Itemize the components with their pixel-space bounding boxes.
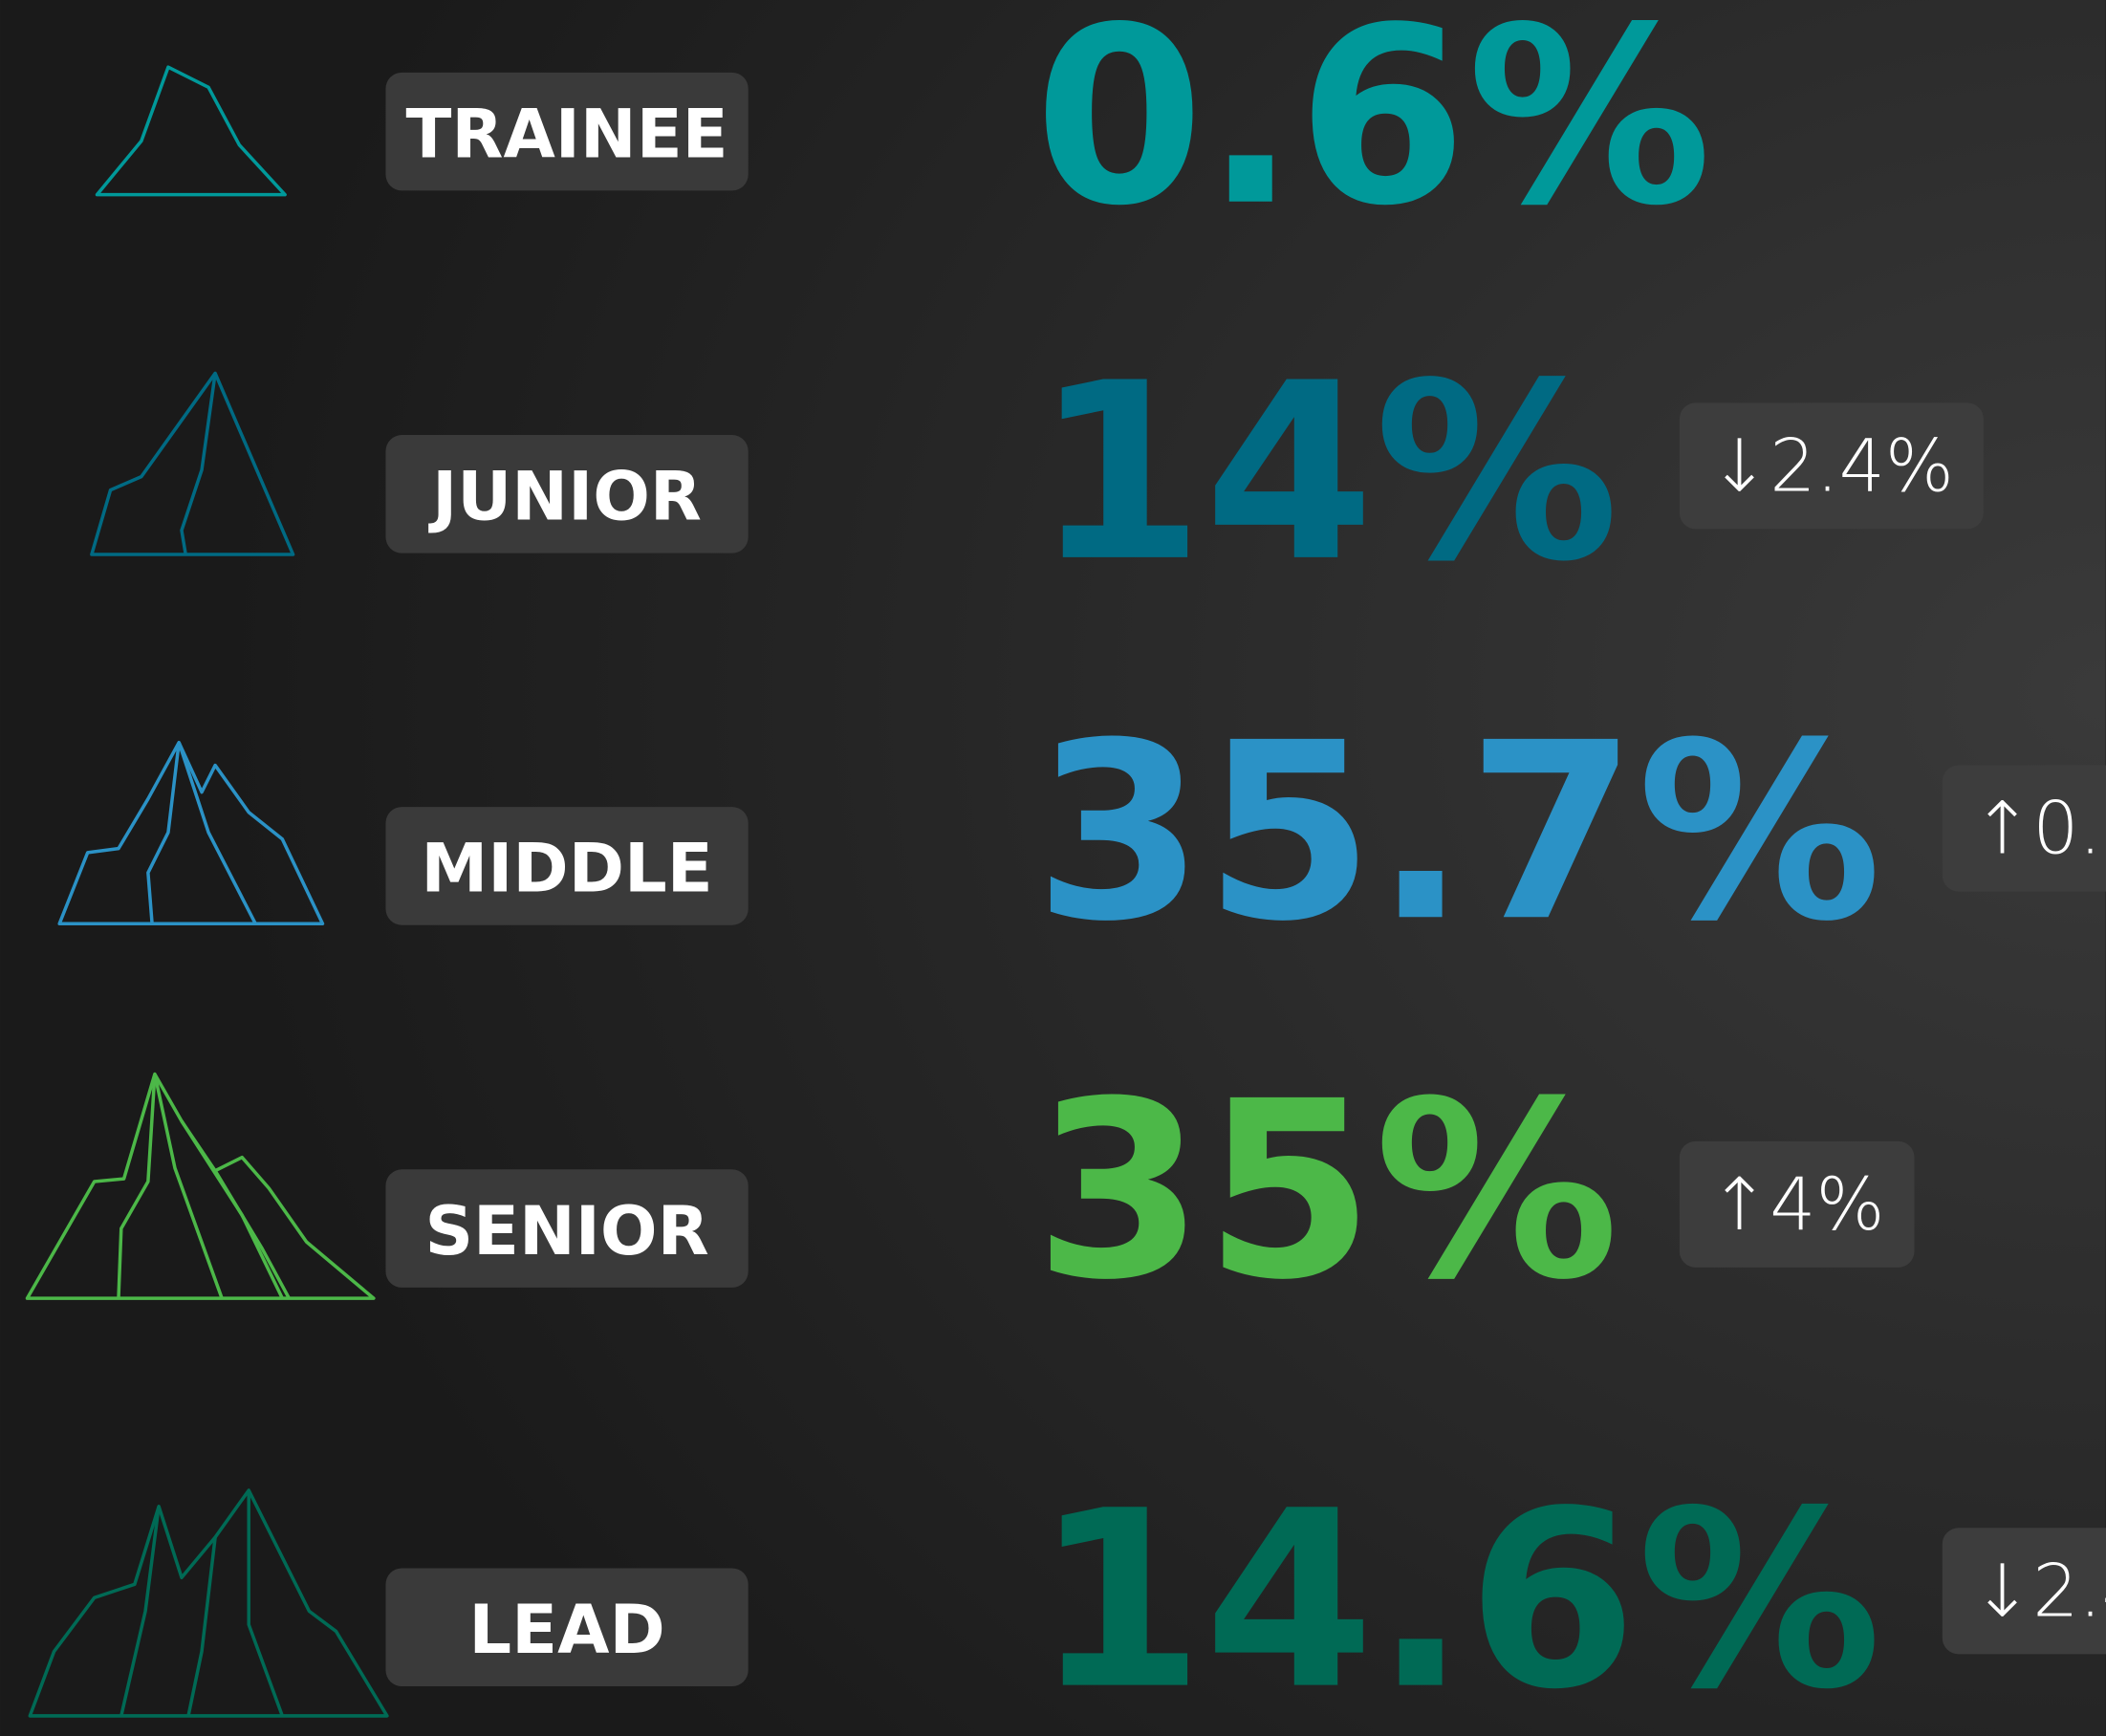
- mountain-icon: [90, 371, 295, 556]
- level-label: SENIOR: [424, 1192, 708, 1270]
- change-label: ↑4%: [1709, 1162, 1885, 1247]
- level-row: JUNIOR 14% ↓2.4%: [90, 332, 1984, 616]
- label-pill: [385, 435, 749, 553]
- percentage: 0.6%: [1034, 0, 1712, 260]
- icon-line: [177, 742, 257, 925]
- icon-line: [90, 371, 295, 556]
- change-pill: [1679, 402, 1984, 530]
- level-row: MIDDLE 35.7% ↑0.7%: [57, 691, 2106, 975]
- change-label: ↓2.4%: [1709, 423, 1954, 508]
- icon-line: [247, 1489, 284, 1717]
- label-pill: [385, 72, 749, 191]
- level-row: TRAINEE 0.6%: [95, 0, 1712, 260]
- label-pill: [385, 1568, 749, 1687]
- level-label: LEAD: [468, 1591, 664, 1669]
- percentage: 35%: [1034, 1050, 1619, 1334]
- percentage: 35.7%: [1034, 691, 1882, 975]
- level-label: JUNIOR: [428, 458, 702, 536]
- mountain-icon: [57, 740, 325, 926]
- change-pill: [1679, 1140, 1915, 1268]
- icon-line: [186, 1536, 217, 1717]
- level-label: MIDDLE: [421, 830, 712, 908]
- level-label: TRAINEE: [406, 95, 728, 173]
- icon-line: [95, 65, 287, 197]
- icon-line: [117, 1074, 157, 1299]
- label-pill: [385, 1169, 749, 1288]
- icon-line: [28, 1488, 389, 1718]
- icon-line: [57, 740, 325, 926]
- percentage: 14.6%: [1034, 1460, 1882, 1736]
- mountain-icon: [95, 65, 287, 197]
- level-row: SENIOR 35% ↑4%: [25, 1050, 1915, 1334]
- icon-line: [153, 1074, 224, 1299]
- change-pill: [1942, 1528, 2106, 1655]
- percentage: 14%: [1034, 332, 1619, 616]
- icon-line: [213, 1169, 291, 1299]
- change-label: ↑0.7%: [1972, 787, 2106, 871]
- change-label: ↓2.4%: [1972, 1549, 2106, 1633]
- level-row: LEAD 14.6% ↓2.4%: [28, 1460, 2106, 1736]
- icon-line: [146, 742, 181, 924]
- mountain-icon: [25, 1072, 376, 1300]
- label-pill: [385, 807, 749, 925]
- icon-line: [180, 373, 217, 555]
- change-pill: [1942, 765, 2106, 892]
- icon-line: [119, 1506, 161, 1717]
- mountain-icon: [28, 1488, 389, 1718]
